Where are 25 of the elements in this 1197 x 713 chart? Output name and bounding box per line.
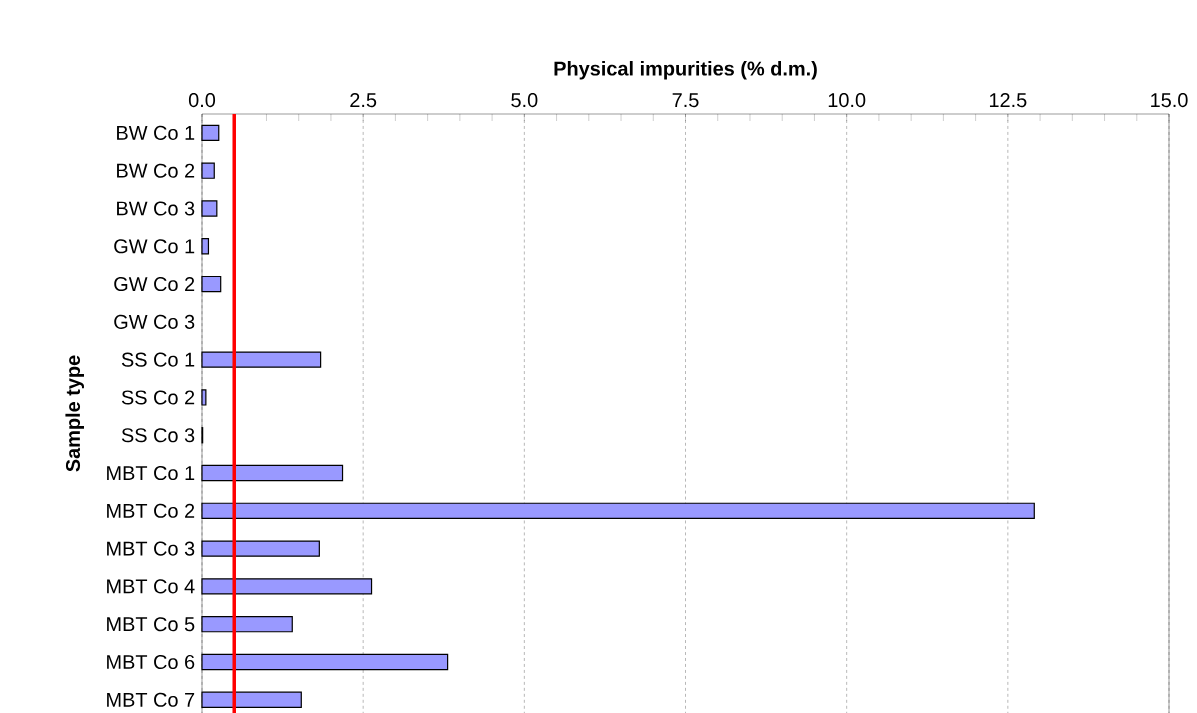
y-tick-label: SS Co 1 bbox=[121, 352, 195, 367]
y-tick-label: GW Co 1 bbox=[114, 239, 195, 254]
y-axis-title: Sample type bbox=[65, 355, 84, 472]
x-tick-label: 7.5 bbox=[672, 93, 699, 108]
y-tick-label: MBT Co 5 bbox=[107, 617, 195, 632]
y-tick-label: MBT Co 4 bbox=[107, 579, 195, 594]
x-tick-label: 2.5 bbox=[350, 93, 377, 108]
x-tick-label: 12.5 bbox=[989, 93, 1027, 108]
y-tick-label: GW Co 3 bbox=[114, 314, 195, 329]
y-tick-label: MBT Co 6 bbox=[107, 654, 195, 670]
y-tick-label: BW Co 3 bbox=[117, 201, 195, 216]
x-tick-label: 0.0 bbox=[188, 93, 216, 108]
y-tick-label: MBT Co 2 bbox=[107, 503, 195, 518]
x-axis-title: Physical impurities (% d.m.) bbox=[554, 61, 817, 80]
y-tick-label: GW Co 2 bbox=[114, 277, 195, 292]
x-tick-label: 10.0 bbox=[828, 93, 866, 108]
y-tick-label: SS Co 2 bbox=[121, 390, 195, 405]
y-tick-label: BW Co 2 bbox=[117, 163, 195, 178]
y-tick-label: MBT Co 7 bbox=[107, 692, 195, 707]
y-tick-label: BW Co 1 bbox=[117, 125, 195, 140]
x-tick-label: 5.0 bbox=[511, 93, 538, 108]
y-tick-label: SS Co 3 bbox=[121, 428, 195, 443]
x-tick-label: 15.0 bbox=[1151, 93, 1188, 108]
y-tick-label: MBT Co 3 bbox=[107, 541, 195, 556]
y-tick-label: MBT Co 1 bbox=[107, 465, 195, 481]
